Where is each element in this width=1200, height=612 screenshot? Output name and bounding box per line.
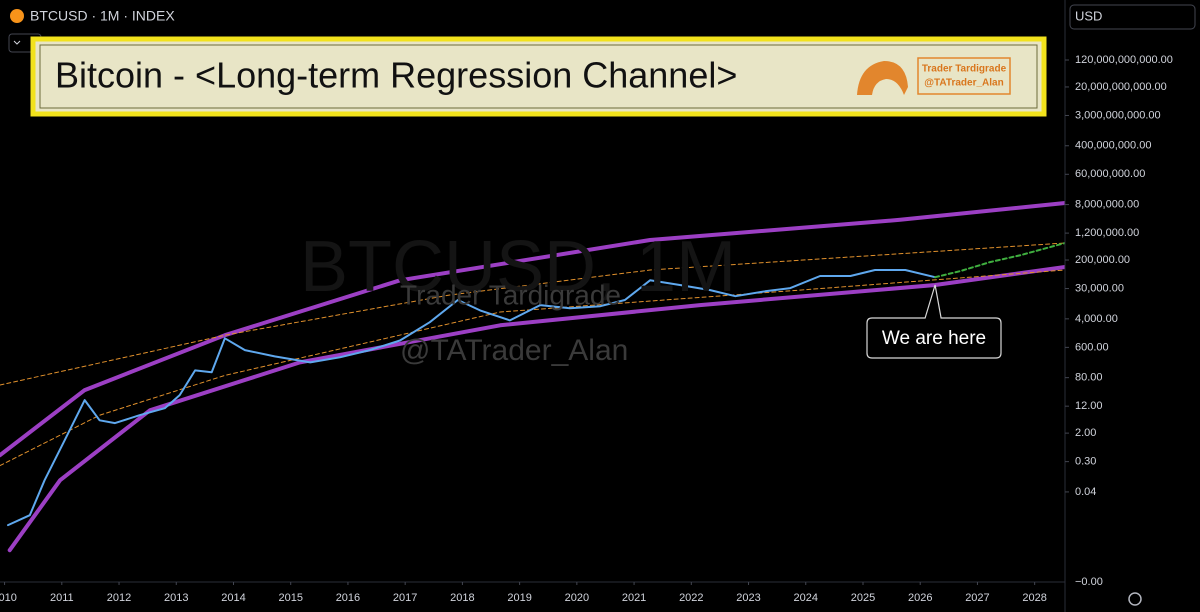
y-tick-label: 3,000,000,000.00 <box>1075 109 1161 121</box>
x-tick-label: 2015 <box>278 592 302 604</box>
x-tick-label: 2019 <box>507 592 531 604</box>
watermark-symbol: BTCUSD, 1M <box>300 227 736 307</box>
plot-area <box>0 201 1067 553</box>
x-tick-label: 2023 <box>736 592 760 604</box>
y-tick-label: 600.00 <box>1075 341 1109 353</box>
x-tick-label: 2010 <box>0 592 17 604</box>
annotation: We are here <box>866 284 1002 359</box>
x-tick-label: 2013 <box>164 592 188 604</box>
y-tick-label: 400,000,000.00 <box>1075 140 1151 152</box>
series-line <box>7 269 937 527</box>
x-tick-label: 2011 <box>50 592 74 604</box>
symbol-icon <box>10 9 24 23</box>
annotation-callout <box>866 284 1002 359</box>
x-tick-label: 2012 <box>107 592 131 604</box>
series-line <box>0 242 1066 386</box>
watermark-author: Trader Tardigrade <box>400 279 621 310</box>
x-tick-label: 2021 <box>622 592 646 604</box>
logo-box <box>917 57 1011 95</box>
y-tick-label: 12.00 <box>1075 400 1103 412</box>
y-tick-label: 8,000,000.00 <box>1075 198 1139 210</box>
symbol-title: BTCUSD · 1M · INDEX <box>30 8 175 24</box>
x-tick-label: 2027 <box>965 592 989 604</box>
y-tick-label: 20,000,000,000.00 <box>1075 81 1167 93</box>
series-line <box>934 242 1066 279</box>
series-line <box>0 201 1067 458</box>
series-line <box>0 269 1066 467</box>
x-tick-label: 2017 <box>393 592 417 604</box>
x-tick-label: 2016 <box>336 592 360 604</box>
banner-inner-border <box>39 44 1038 109</box>
annotation-text: We are here <box>882 328 986 349</box>
settings-icon[interactable] <box>1128 592 1142 606</box>
x-tick-label: 2028 <box>1022 592 1046 604</box>
y-tick-label: 80.00 <box>1075 372 1103 384</box>
banner-title: Bitcoin - <Long-term Regression Channel> <box>55 55 737 96</box>
logo-line1: Trader Tardigrade <box>922 64 1007 75</box>
x-tick-label: 2024 <box>794 592 818 604</box>
x-tick-label: 2018 <box>450 592 474 604</box>
axes: 120,000,000,000.00 20,000,000,000.00 3,000… <box>0 54 1173 604</box>
y-tick-label: 1,200,000.00 <box>1075 227 1139 239</box>
y-tick-label: 0.04 <box>1075 486 1096 498</box>
price-axis-panel <box>1065 0 1200 612</box>
y-tick-label: 60,000,000.00 <box>1075 168 1145 180</box>
x-tick-label: 2025 <box>851 592 875 604</box>
series-line <box>7 265 1067 553</box>
y-tick-label: 0.30 <box>1075 456 1096 468</box>
y-tick-label: 200,000.00 <box>1075 254 1130 266</box>
currency-select[interactable] <box>1069 4 1196 30</box>
currency-label: USD <box>1075 8 1102 23</box>
y-tick-label: 120,000,000,000.00 <box>1075 54 1173 66</box>
watermark-handle: @TATrader_Alan <box>400 334 628 367</box>
x-tick-label: 2020 <box>565 592 589 604</box>
x-tick-label: 2026 <box>908 592 932 604</box>
logo-line2: @TATrader_Alan <box>924 78 1003 89</box>
y-tick-label: 4,000.00 <box>1075 313 1118 325</box>
y-tick-label: 30,000.00 <box>1075 282 1124 294</box>
y-bottom-label: −0.00 <box>1075 576 1103 588</box>
chevron-icon <box>13 40 21 45</box>
x-tick-label: 2022 <box>679 592 703 604</box>
y-tick-label: 2.00 <box>1075 427 1096 439</box>
logo-icon <box>857 61 908 95</box>
x-tick-label: 2014 <box>221 592 245 604</box>
